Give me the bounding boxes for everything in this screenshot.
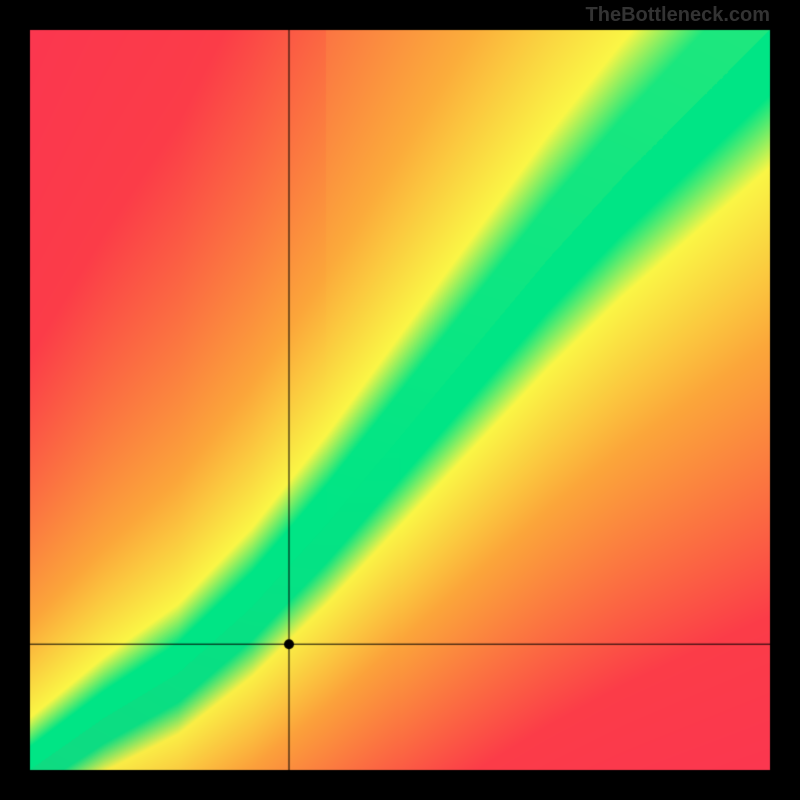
bottleneck-heatmap: [0, 0, 800, 800]
chart-container: TheBottleneck.com: [0, 0, 800, 800]
attribution-label: TheBottleneck.com: [586, 4, 770, 27]
